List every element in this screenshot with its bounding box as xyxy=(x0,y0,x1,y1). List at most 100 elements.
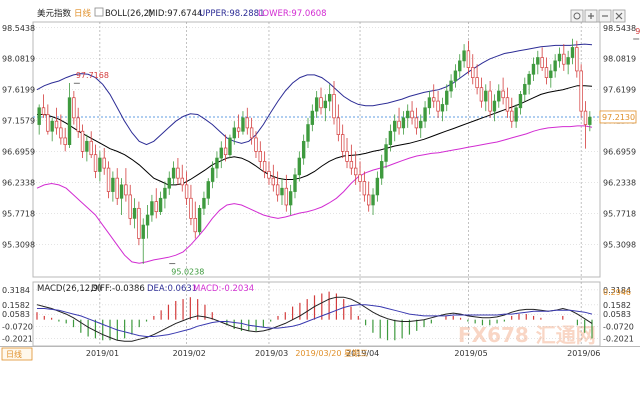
zoom-in-icon[interactable] xyxy=(584,9,598,23)
candle-body xyxy=(462,50,466,62)
candle-body xyxy=(236,127,241,132)
x-tick-label: 2019/01 xyxy=(86,349,119,358)
candle-body xyxy=(371,194,375,206)
candle-body xyxy=(306,124,310,142)
candle-body xyxy=(345,151,349,162)
candle-body xyxy=(310,110,315,125)
candle-body xyxy=(106,167,111,192)
candle-body xyxy=(219,147,223,159)
macd-y-tick-right: 0.3184 xyxy=(603,286,631,295)
candle-body xyxy=(419,120,423,129)
candle-body xyxy=(380,161,384,179)
boll-lower-line xyxy=(36,125,593,264)
candle-body xyxy=(353,167,358,176)
period-button[interactable]: 日线 xyxy=(1,347,33,361)
candle-body xyxy=(436,100,440,112)
price-annotation: 97.7168 xyxy=(76,71,109,80)
settings-icon[interactable] xyxy=(570,9,584,23)
candle-body xyxy=(254,137,258,152)
price-annotation: 95.0238 xyxy=(171,268,204,277)
candle-body xyxy=(154,201,158,213)
zoom-out-icon[interactable] xyxy=(598,9,612,23)
candle-body xyxy=(245,117,249,129)
candle-body xyxy=(115,177,119,199)
candle-body xyxy=(583,110,588,125)
last-price-value: 97.2130 xyxy=(602,113,635,122)
x-tick-label: 2019/04 xyxy=(346,349,379,358)
candle-body xyxy=(197,207,202,233)
macd-diff-label: DIFF:-0.0386 xyxy=(91,284,145,294)
candle-body xyxy=(284,187,289,206)
candle-body xyxy=(223,147,228,156)
candle-body xyxy=(150,201,154,216)
macd-y-tick-right: -0.0720 xyxy=(603,322,634,331)
candle-body xyxy=(293,174,297,192)
candle-body xyxy=(384,144,388,162)
candle-body xyxy=(249,127,254,139)
candle-body xyxy=(280,187,284,196)
candle-body xyxy=(332,94,336,119)
boll-mid-label: MID:97.6744 xyxy=(148,9,202,19)
candle-body xyxy=(427,97,432,109)
candle-body xyxy=(549,70,553,78)
macd-dea-label: DEA:0.0631 xyxy=(147,284,197,294)
period-label: 日线 xyxy=(74,8,92,19)
candle-body xyxy=(59,127,63,139)
x-tick-label: 2019/03 xyxy=(255,349,288,358)
candle-body xyxy=(50,120,54,132)
candle-body xyxy=(54,120,59,129)
y-tick-right: 95.3098 xyxy=(603,241,636,250)
x-tick-label: 2019/02 xyxy=(173,349,206,358)
macd-value-label: MACD:-0.2034 xyxy=(193,284,254,294)
y-tick-right: 98.5438 xyxy=(603,24,636,33)
candle-body xyxy=(275,184,280,196)
close-icon[interactable] xyxy=(612,9,626,23)
candle-body xyxy=(89,140,93,156)
candle-body xyxy=(466,50,471,68)
candle-body xyxy=(588,116,592,125)
candle-body xyxy=(531,63,536,75)
candle-body xyxy=(393,120,397,132)
y-tick-left: 96.2338 xyxy=(2,179,35,188)
candle-body xyxy=(258,151,262,162)
candle-body xyxy=(163,187,167,199)
candle-body xyxy=(98,157,102,172)
candle-body xyxy=(575,47,579,72)
candle-body xyxy=(397,120,401,129)
candle-body xyxy=(232,127,236,139)
candle-body xyxy=(301,140,306,159)
candle-body xyxy=(458,60,462,72)
main-panel-frame xyxy=(32,21,601,278)
candle-body xyxy=(553,60,557,72)
macd-y-tick-right: 0.0583 xyxy=(603,310,631,319)
y-tick-left: 96.6959 xyxy=(2,148,35,157)
y-tick-left: 95.3098 xyxy=(2,241,35,250)
indicator-toggle-icon[interactable] xyxy=(94,7,104,17)
candle-body xyxy=(193,218,197,233)
y-tick-left: 97.1579 xyxy=(2,117,35,126)
candle-body xyxy=(518,94,523,109)
y-tick-left: 98.5438 xyxy=(2,24,35,33)
candle-body xyxy=(314,97,319,112)
candle-body xyxy=(137,207,141,239)
macd-y-tick-right: -0.2021 xyxy=(603,335,634,344)
candle-body xyxy=(132,207,137,219)
candle-body xyxy=(362,181,367,196)
candle-body xyxy=(471,67,475,78)
candle-body xyxy=(453,70,458,82)
y-tick-right: 96.2338 xyxy=(603,179,636,188)
candle-body xyxy=(570,47,575,58)
candle-body xyxy=(557,53,562,62)
hover-date-label: 2019/03/20 星期三 xyxy=(295,349,368,358)
candle-body xyxy=(85,140,89,152)
boll-upper-line xyxy=(36,43,593,146)
candle-body xyxy=(323,100,328,109)
candle-body xyxy=(336,117,341,135)
candle-body xyxy=(184,184,189,199)
candle-body xyxy=(145,214,150,226)
candle-body xyxy=(401,117,406,129)
last-price-tag xyxy=(599,110,637,124)
candle-body xyxy=(176,167,180,179)
y-tick-right: 95.7718 xyxy=(603,210,636,219)
